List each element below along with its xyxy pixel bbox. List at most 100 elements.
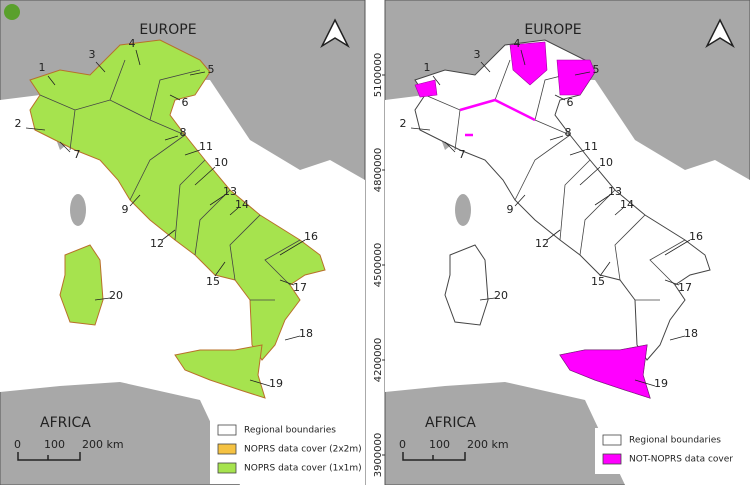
y-tick-label: 4500000 — [373, 243, 384, 288]
map-panel: EUROPEAFRICA1234567891011121314151617181… — [0, 0, 366, 486]
region-label: 11 — [584, 140, 598, 153]
leader-line — [594, 194, 611, 206]
scale-bar — [17, 452, 81, 461]
region-label: 4 — [514, 37, 521, 50]
region-label: 9 — [122, 203, 129, 216]
italy-land — [174, 344, 266, 399]
qgis-logo — [4, 4, 20, 20]
legend-swatch — [602, 453, 622, 465]
leader-line — [164, 135, 179, 141]
leader-line — [614, 207, 624, 216]
legend-swatch — [217, 462, 237, 474]
leader-line — [669, 335, 686, 341]
leader-line — [279, 239, 306, 256]
region-label: 11 — [199, 140, 213, 153]
region-label: 14 — [235, 198, 249, 211]
leader-line — [479, 297, 496, 301]
scale-bar — [402, 452, 466, 461]
scale-label: 100 — [429, 438, 450, 451]
y-tick-label: 4800000 — [373, 148, 384, 193]
leader-line — [169, 94, 181, 101]
region-label: 6 — [182, 96, 189, 109]
leader-line — [129, 194, 141, 207]
label-africa: AFRICA — [425, 415, 476, 431]
region-label: 17 — [293, 281, 307, 294]
region-label: 12 — [535, 237, 549, 250]
leader-line — [135, 49, 141, 66]
legend-swatch — [602, 434, 622, 446]
leader-line — [520, 49, 526, 66]
not-noprs-cover — [556, 59, 596, 96]
region-label: 20 — [109, 289, 123, 302]
regional-boundaries — [39, 59, 301, 301]
region-label: 20 — [494, 289, 508, 302]
legend-label: Regional boundaries — [629, 436, 721, 446]
region-label: 4 — [129, 37, 136, 50]
legend-label: NOPRS data cover (2x2m) — [244, 445, 362, 455]
region-label: 8 — [180, 126, 187, 139]
not-noprs-cover — [559, 344, 651, 399]
north-arrow — [705, 18, 735, 49]
region-label: 16 — [689, 230, 703, 243]
legend-label: Regional boundaries — [244, 426, 336, 436]
region-label: 13 — [608, 185, 622, 198]
region-label: 12 — [150, 237, 164, 250]
region-label: 6 — [567, 96, 574, 109]
scale-label: 200 km — [467, 438, 509, 451]
leader-line — [480, 61, 491, 73]
leader-line — [574, 71, 591, 76]
region-label: 3 — [89, 48, 96, 61]
leader-line — [161, 229, 176, 241]
region-label: 5 — [593, 63, 600, 76]
region-label: 16 — [304, 230, 318, 243]
scale-label: 200 km — [82, 438, 124, 451]
region-label: 1 — [424, 61, 431, 74]
leader-line — [444, 141, 456, 153]
y-tick-label: 3900000 — [373, 433, 384, 478]
region-label: 17 — [678, 281, 692, 294]
map-panel: EUROPEAFRICA1234567891011121314151617181… — [384, 0, 750, 486]
leader-line — [209, 194, 226, 206]
region-label: 10 — [599, 156, 613, 169]
north-arrow — [320, 18, 350, 49]
region-label: 15 — [206, 275, 220, 288]
leader-line — [664, 239, 691, 256]
leader-line — [549, 135, 564, 141]
leader-line — [229, 207, 239, 216]
title-europe: EUROPE — [524, 22, 581, 38]
region-label: 18 — [299, 327, 313, 340]
leader-line — [94, 297, 111, 301]
italy-land — [444, 244, 489, 326]
leader-line — [432, 75, 441, 86]
region-label: 2 — [400, 117, 407, 130]
leader-line — [194, 166, 216, 186]
region-label: 2 — [15, 117, 22, 130]
region-label: 13 — [223, 185, 237, 198]
corsica — [455, 194, 471, 226]
leader-line — [184, 149, 201, 156]
sea — [385, 78, 750, 485]
region-label: 7 — [459, 148, 466, 161]
legend-swatch — [217, 443, 237, 455]
legend-swatch — [217, 424, 237, 436]
region-label: 19 — [654, 377, 668, 390]
sea — [0, 78, 365, 485]
region-label: 19 — [269, 377, 283, 390]
leader-line — [664, 279, 680, 286]
region-label: 15 — [591, 275, 605, 288]
leader-line — [249, 379, 271, 387]
region-label: 7 — [74, 148, 81, 161]
not-noprs-cover — [414, 79, 438, 98]
leader-line — [59, 141, 71, 153]
region-label: 14 — [620, 198, 634, 211]
leader-line — [634, 379, 656, 387]
leader-line — [569, 149, 586, 156]
leader-line — [410, 127, 431, 131]
leader-line — [284, 335, 301, 341]
label-africa: AFRICA — [40, 415, 91, 431]
not-noprs-line — [459, 98, 536, 137]
corsica — [70, 194, 86, 226]
leader-line — [554, 94, 566, 101]
leader-line — [189, 71, 206, 76]
